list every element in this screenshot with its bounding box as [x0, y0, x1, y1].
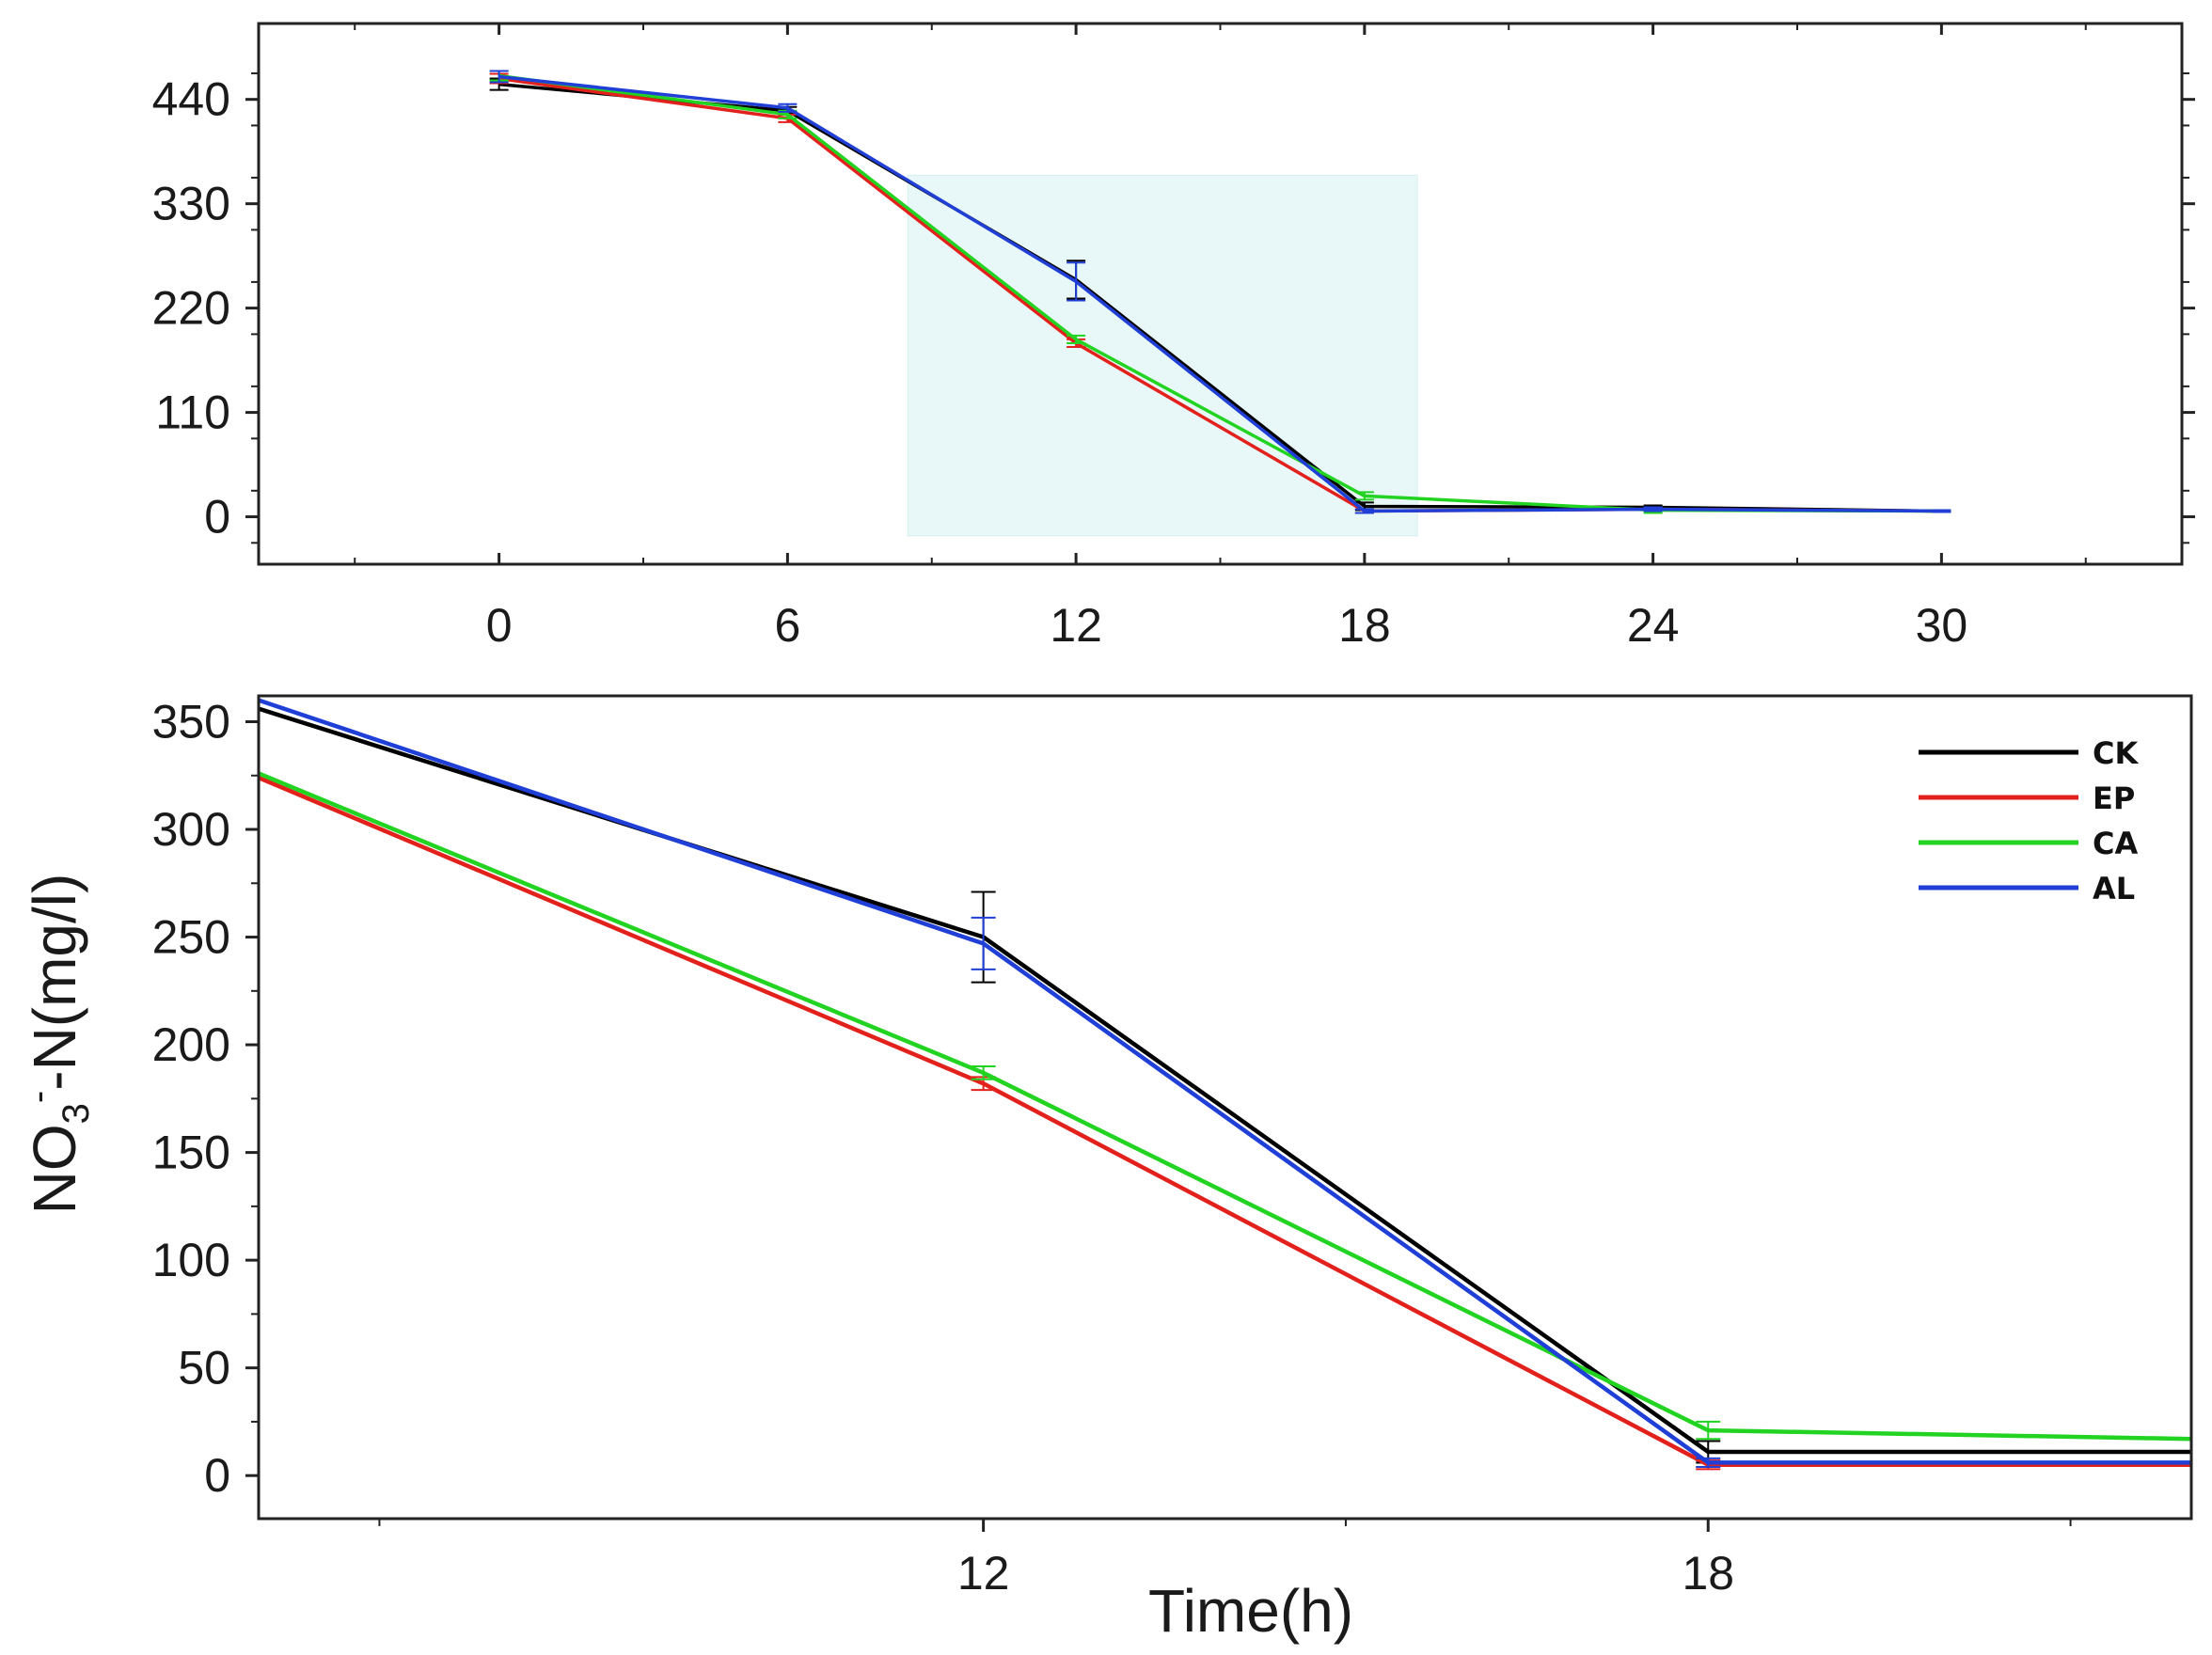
x-axis-title: Time(h) [1148, 1577, 1353, 1645]
y-tick-label: 110 [155, 386, 230, 439]
x-tick-label: 6 [774, 599, 800, 652]
y-axis-title-rest: -N(mg/l) [21, 874, 88, 1091]
series-line [259, 775, 2191, 1467]
legend-item-al: AL [1919, 871, 2135, 906]
y-tick-label: 250 [152, 911, 230, 964]
legend-label: CK [2093, 735, 2139, 771]
y-tick-label: 100 [152, 1234, 230, 1286]
series-al [259, 698, 2191, 1469]
y-tick-label: 330 [152, 178, 230, 230]
x-tick-label: 0 [486, 599, 513, 652]
zoom-series-group [259, 698, 2191, 1471]
zoom-plot-frame [257, 694, 2193, 1521]
legend-label: CA [2093, 826, 2138, 861]
legend-item-ck: CK [1919, 735, 2139, 771]
y-axis-title-subscript: 3 [55, 1103, 97, 1124]
series-ca [259, 771, 2191, 1442]
legend-item-ca: CA [1919, 826, 2138, 861]
overview-axes: 0 6 12 18 24 30 0 110 220 330 440 [152, 24, 2195, 652]
series-line [259, 771, 2191, 1442]
y-tick-label: 440 [152, 73, 230, 126]
x-tick-label: 12 [957, 1547, 1010, 1600]
y-tick-label: 0 [204, 491, 230, 544]
legend-label: AL [2093, 871, 2135, 906]
x-tick-label: 24 [1627, 599, 1680, 652]
zoom-panel: 12 18 0 50 100 150 200 250 300 350 NO3--N(mg/l) T… [18, 694, 2193, 1645]
y-tick-label: 220 [152, 282, 230, 335]
y-tick-label: 200 [152, 1018, 230, 1071]
series-al [489, 70, 1951, 514]
legend: CK EP CA AL [1919, 735, 2139, 906]
zoom-axes: 12 18 0 50 100 150 200 250 300 350 [152, 695, 2072, 1600]
x-tick-label: 30 [1916, 599, 1968, 652]
x-tick-label: 18 [1682, 1547, 1734, 1600]
y-tick-label: 350 [152, 695, 230, 748]
legend-label: EP [2093, 780, 2135, 816]
overview-panel: 0 6 12 18 24 30 0 110 220 330 440 [152, 22, 2195, 652]
series-line [259, 706, 2191, 1455]
y-tick-label: 150 [152, 1127, 230, 1179]
series-line [498, 74, 1942, 513]
y-axis-title-main: NO [21, 1124, 88, 1214]
y-tick-label: 50 [178, 1342, 230, 1395]
x-tick-label: 18 [1338, 599, 1391, 652]
series-line [259, 698, 2191, 1465]
series-ep [259, 775, 2191, 1471]
y-axis-title-superscript: - [18, 1091, 59, 1103]
y-tick-label: 0 [204, 1449, 230, 1502]
zoom-region-highlight [907, 174, 1418, 537]
y-axis-title: NO3--N(mg/l) [18, 874, 97, 1215]
legend-item-ep: EP [1919, 780, 2135, 816]
x-tick-label: 12 [1050, 599, 1102, 652]
series-ck [259, 706, 2191, 1464]
y-tick-label: 300 [152, 803, 230, 856]
overview-series-group [489, 70, 1951, 514]
